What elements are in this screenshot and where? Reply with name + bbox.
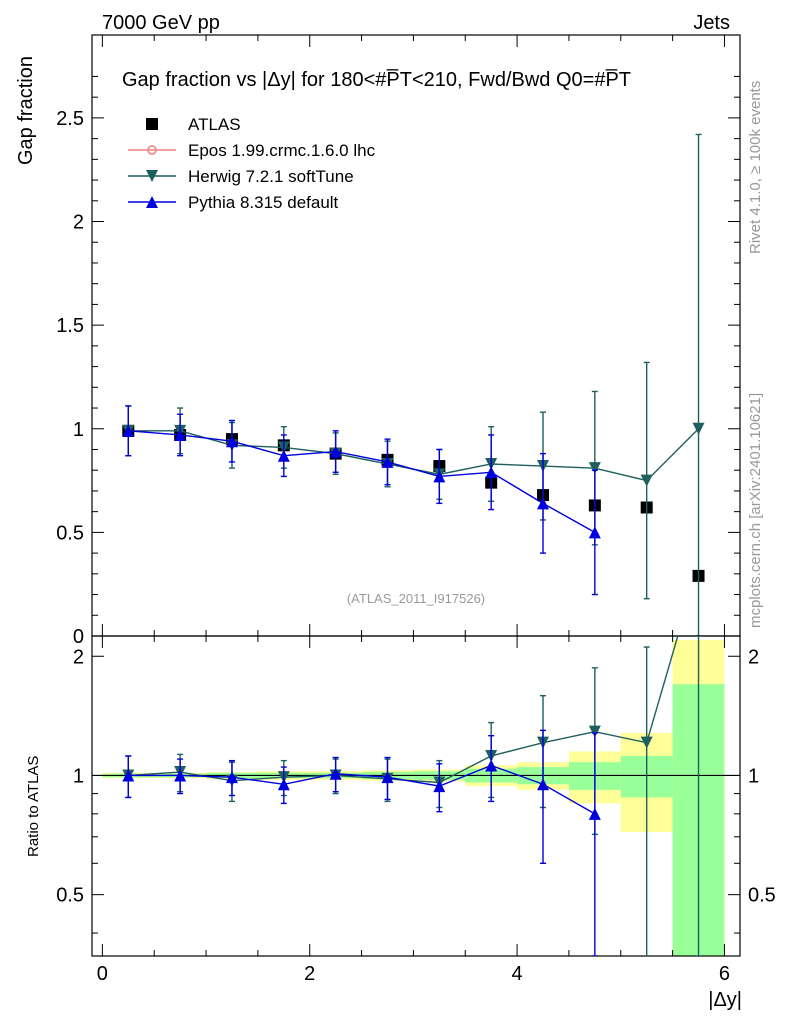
legend-herwig-label: Herwig 7.2.1 softTune bbox=[188, 167, 354, 186]
y-tick-label: 1 bbox=[73, 419, 84, 441]
energy-label: 7000 GeV pp bbox=[102, 12, 220, 34]
legend-herwig-marker bbox=[146, 170, 158, 182]
main-ylabel: Gap fraction bbox=[15, 56, 37, 165]
ratio-y-tick-label-right: 0.5 bbox=[748, 885, 776, 907]
pythia-point bbox=[537, 497, 550, 510]
pythia-point bbox=[485, 759, 498, 772]
x-tick-label: 6 bbox=[719, 963, 730, 985]
series-layer bbox=[122, 133, 705, 636]
ratio-panel: 0 2 4 6 0.5 0.5 1 1 2 2 bbox=[56, 635, 776, 985]
pythia-point bbox=[588, 526, 601, 539]
ratio-y-tick-label-right: 1 bbox=[748, 765, 759, 787]
pythia-point bbox=[225, 435, 238, 448]
x-tick-label: 4 bbox=[512, 963, 523, 985]
ratio-y-tick-label-right: 2 bbox=[748, 646, 759, 668]
ratio-y-tick-label: 1 bbox=[73, 765, 84, 787]
herwig-point bbox=[588, 462, 601, 475]
x-axis-label: |Δy| bbox=[708, 989, 742, 1011]
pythia-point bbox=[122, 769, 135, 782]
category-label: Jets bbox=[693, 12, 730, 34]
x-tick-label: 0 bbox=[97, 963, 108, 985]
pythia-point bbox=[174, 428, 187, 441]
legend-pythia-label: Pythia 8.315 default bbox=[188, 193, 339, 212]
herwig-line bbox=[128, 636, 679, 784]
rivet-label: Rivet 4.1.0, ≥ 100k events bbox=[747, 81, 764, 254]
herwig-point bbox=[692, 422, 705, 435]
pythia-point bbox=[277, 778, 290, 791]
pythia-line bbox=[128, 764, 596, 815]
pythia-line bbox=[128, 430, 596, 533]
legend-atlas-label: ATLAS bbox=[188, 115, 241, 134]
herwig-point bbox=[588, 725, 601, 738]
pythia-point bbox=[433, 470, 446, 483]
pythia-point bbox=[174, 769, 187, 782]
y-tick-label: 1.5 bbox=[56, 315, 84, 337]
legend-epos-marker bbox=[147, 145, 157, 155]
pythia-point bbox=[381, 455, 394, 468]
ratio-y-tick-label: 0.5 bbox=[56, 885, 84, 907]
pythia-point bbox=[537, 778, 550, 791]
legend-pythia-marker bbox=[146, 196, 158, 208]
ratio-frame bbox=[91, 635, 741, 957]
plot-title: Gap fraction vs |Δy| for 180<#P̅T<210, F… bbox=[122, 68, 631, 91]
herwig-point bbox=[640, 736, 653, 749]
legend-atlas-marker bbox=[146, 118, 158, 130]
main-panel: 0 0.5 1 1.5 2 2.5 bbox=[56, 34, 741, 648]
series-layer bbox=[122, 636, 702, 956]
pythia-point bbox=[381, 771, 394, 784]
y-tick-label: 2.5 bbox=[56, 108, 84, 130]
ratio-y-tick-label: 2 bbox=[73, 646, 84, 668]
mcplots-label: mcplots.cern.ch [arXiv:2401.10621] bbox=[747, 393, 764, 628]
y-tick-label: 0 bbox=[73, 626, 84, 648]
analysis-id: (ATLAS_2011_I917526) bbox=[347, 591, 485, 606]
ratio-ylabel: Ratio to ATLAS bbox=[25, 756, 42, 857]
y-tick-label: 0.5 bbox=[56, 522, 84, 544]
herwig-point bbox=[640, 474, 653, 487]
pythia-point bbox=[329, 445, 342, 458]
pythia-point bbox=[485, 466, 498, 479]
pythia-point bbox=[433, 780, 446, 793]
y-tick-label: 2 bbox=[73, 212, 84, 234]
legend: ATLAS Epos 1.99.crmc.1.6.0 lhc Herwig 7.2.… bbox=[128, 115, 376, 212]
pythia-point bbox=[122, 424, 135, 437]
pythia-point bbox=[588, 807, 601, 820]
pythia-point bbox=[329, 767, 342, 780]
pythia-point bbox=[277, 449, 290, 462]
pythia-point bbox=[225, 771, 238, 784]
x-tick-label: 2 bbox=[304, 963, 315, 985]
legend-epos-label: Epos 1.99.crmc.1.6.0 lhc bbox=[188, 141, 376, 160]
